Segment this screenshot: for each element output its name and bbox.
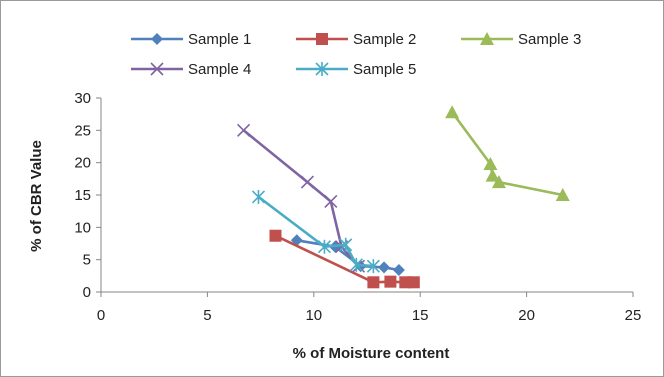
data-point xyxy=(251,189,266,204)
x-tick-label: 5 xyxy=(203,307,211,324)
data-point xyxy=(339,237,353,252)
y-tick-label: 0 xyxy=(83,284,91,301)
data-point xyxy=(407,276,420,289)
data-point xyxy=(317,239,332,254)
y-tick-label: 10 xyxy=(74,219,91,236)
data-point xyxy=(384,275,397,288)
legend-item-2: Sample 2 xyxy=(296,31,416,48)
series-2 xyxy=(269,229,420,289)
legend-swatch-marker xyxy=(151,33,163,45)
y-tick-label: 25 xyxy=(74,122,91,139)
x-tick-label: 15 xyxy=(412,307,429,324)
legend-label: Sample 1 xyxy=(188,31,251,48)
data-point xyxy=(237,123,251,137)
legend-item-3: Sample 3 xyxy=(461,31,581,48)
data-point xyxy=(269,229,282,242)
x-tick-label: 20 xyxy=(518,307,535,324)
data-point xyxy=(366,259,380,274)
legend-label: Sample 2 xyxy=(353,31,416,48)
y-tick-label: 30 xyxy=(74,90,91,107)
x-axis-title: % of Moisture content xyxy=(293,345,450,362)
series-3 xyxy=(445,105,570,201)
data-point xyxy=(378,261,391,274)
data-point xyxy=(349,257,363,272)
data-point xyxy=(300,175,314,189)
axes: 0 5 10 15 20 25 30 0 5 10 15 20 25 xyxy=(74,90,641,324)
data-point xyxy=(367,276,380,289)
legend: Sample 1 Sample 2 Sample 3 Sample 4 Sample 5 xyxy=(131,31,581,78)
y-tick-label: 20 xyxy=(74,155,91,172)
legend-item-5: Sample 5 xyxy=(296,61,416,78)
data-point xyxy=(324,194,338,209)
legend-swatch-marker xyxy=(150,62,164,76)
series-5 xyxy=(251,189,380,274)
series-line xyxy=(451,111,564,197)
data-point xyxy=(445,105,460,119)
legend-swatch-marker xyxy=(315,62,329,76)
series-layer xyxy=(237,105,570,289)
legend-item-4: Sample 4 xyxy=(131,61,251,78)
x-tick-label: 25 xyxy=(625,307,642,324)
legend-item-1: Sample 1 xyxy=(131,31,251,48)
x-tick-label: 0 xyxy=(97,307,105,324)
legend-swatch-marker xyxy=(316,33,328,45)
legend-label: Sample 5 xyxy=(353,61,416,78)
data-point xyxy=(392,264,405,277)
legend-label: Sample 4 xyxy=(188,61,251,78)
data-point xyxy=(491,175,506,189)
data-point xyxy=(555,188,570,201)
legend-label: Sample 3 xyxy=(518,31,581,48)
data-point xyxy=(483,156,498,170)
x-tick-label: 10 xyxy=(305,307,322,324)
y-axis-title: % of CBR Value xyxy=(28,140,45,252)
legend-swatch-marker xyxy=(480,32,494,45)
y-tick-label: 5 xyxy=(83,252,91,269)
data-point xyxy=(485,168,500,182)
y-tick-label: 15 xyxy=(74,187,91,204)
